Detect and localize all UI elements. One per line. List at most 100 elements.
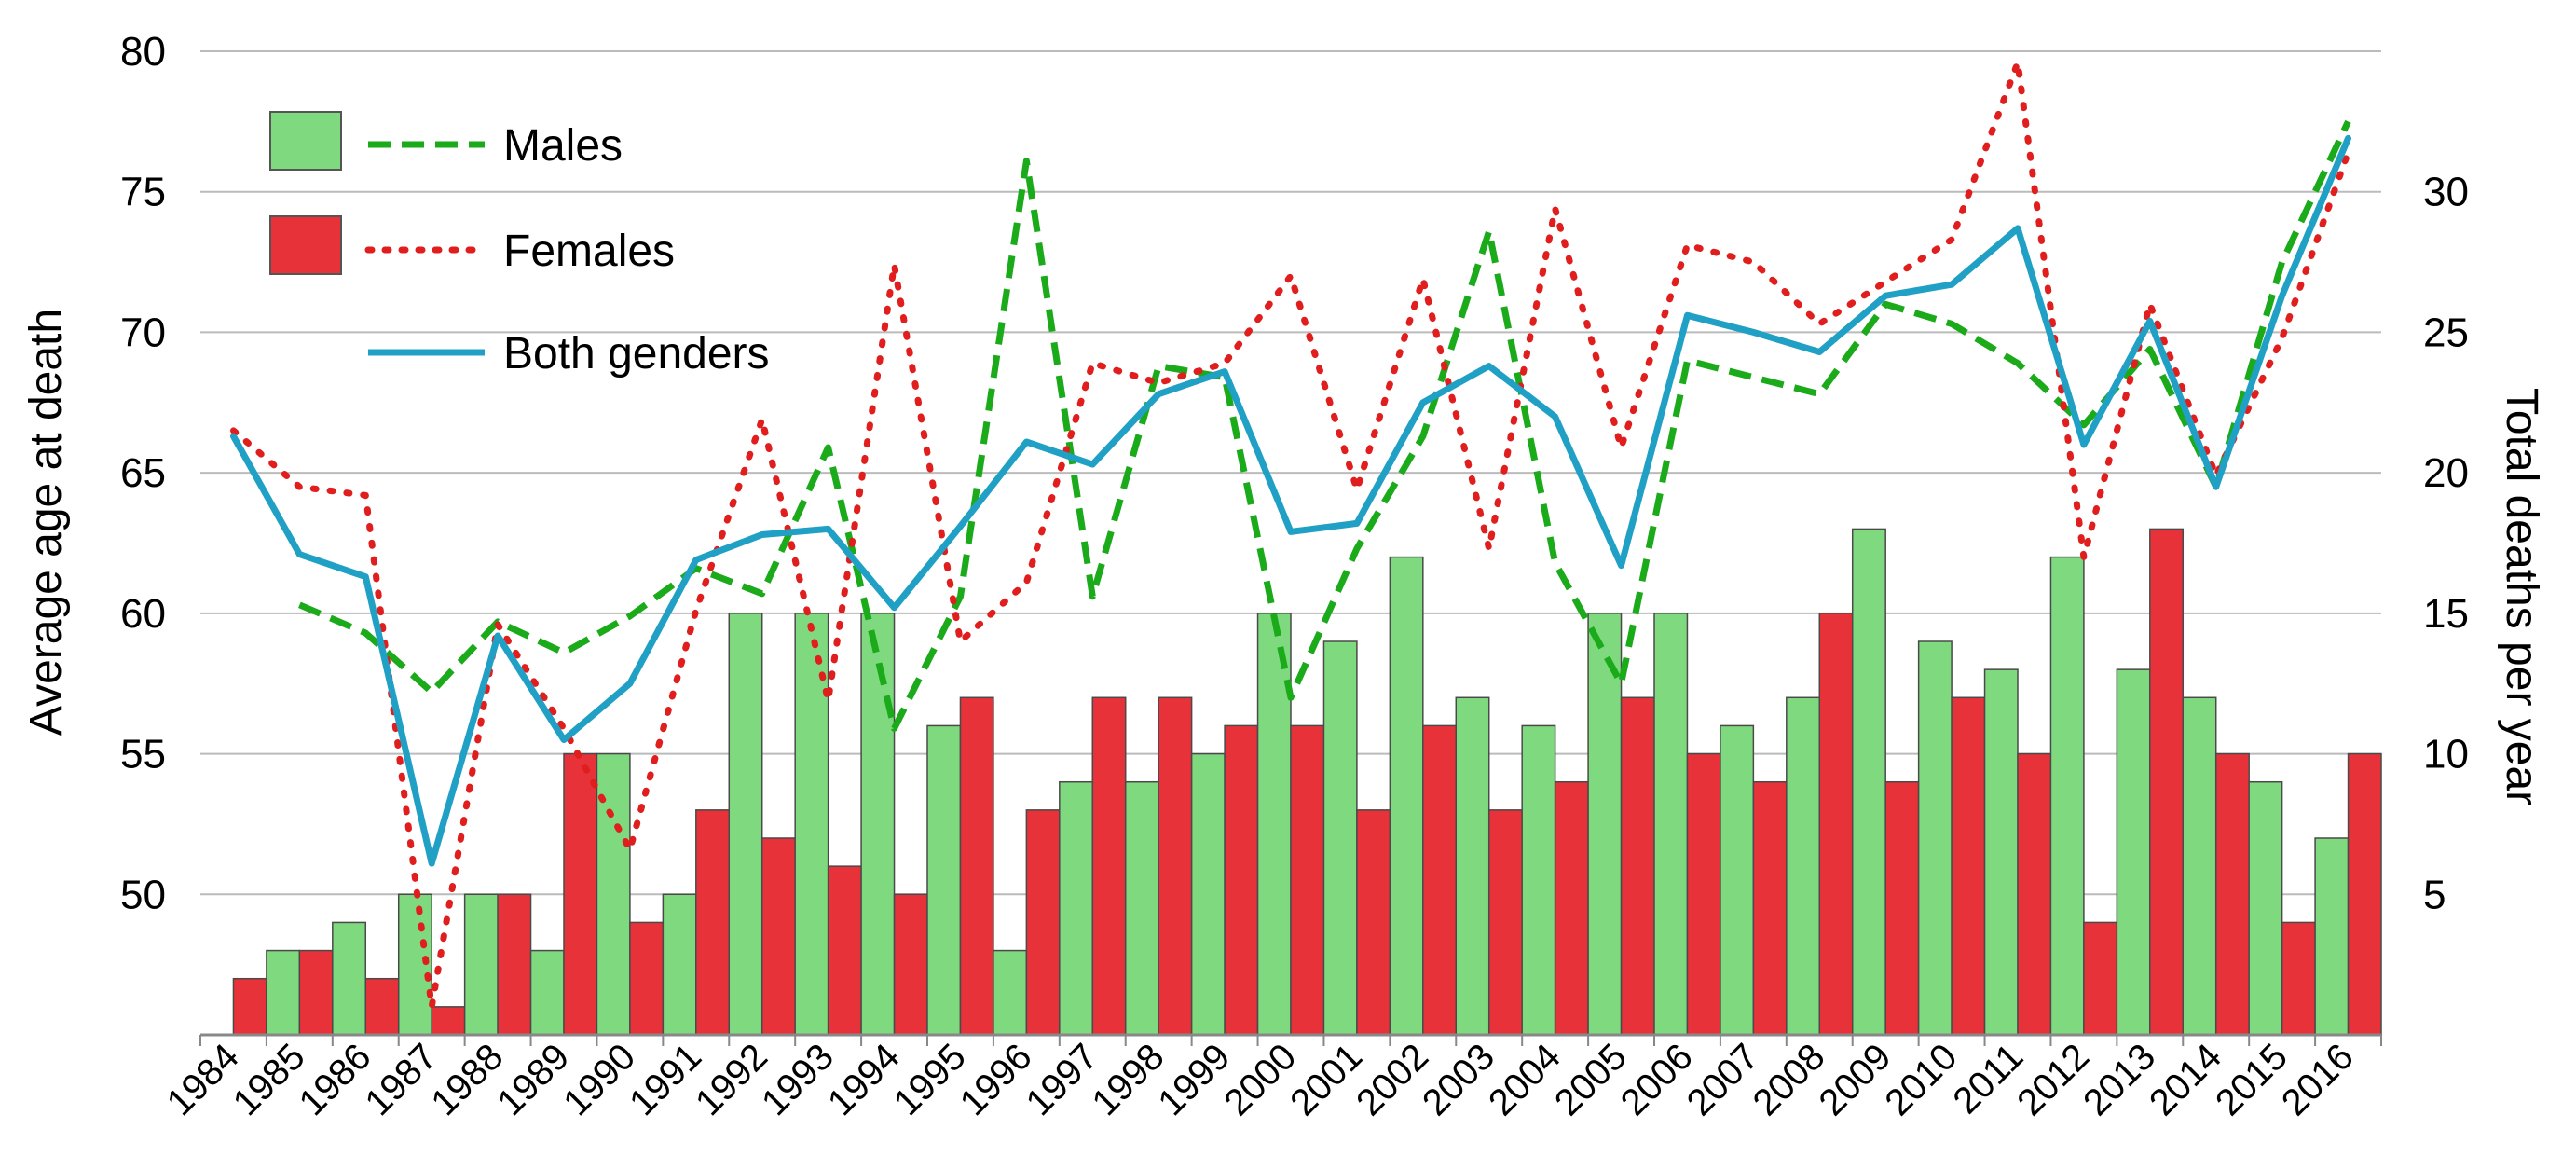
bar-males-2006 [1653, 613, 1689, 1036]
bar-females-2015 [2281, 921, 2316, 1036]
x-tick-label: 1989 [489, 1036, 577, 1123]
bar-females-1984 [232, 977, 267, 1036]
right-tick-label: 5 [2423, 872, 2446, 917]
bar-females-2003 [1487, 809, 1523, 1036]
bar-females-1997 [1091, 696, 1127, 1036]
x-tick-label: 1996 [952, 1036, 1040, 1123]
bars [232, 528, 2382, 1036]
x-tick-label: 2008 [1746, 1036, 1833, 1123]
bar-males-2003 [1455, 696, 1490, 1036]
left-tick-label: 75 [120, 170, 166, 215]
x-tick-label: 1992 [688, 1036, 775, 1123]
x-tick-label: 2011 [1945, 1036, 2031, 1122]
bar-males-2008 [1786, 696, 1821, 1036]
left-axis-title: Average age at death [21, 309, 71, 736]
legend-female-swatch [269, 215, 342, 275]
bar-females-1985 [298, 949, 334, 1036]
bar-males-1998 [1124, 780, 1159, 1036]
x-tick-label: 2004 [1481, 1036, 1569, 1123]
legend-males-label: Males [503, 121, 623, 171]
bar-males-2002 [1389, 556, 1424, 1036]
x-tick-label: 2012 [2009, 1036, 2097, 1123]
x-tick-label: 2013 [2076, 1036, 2163, 1123]
bar-males-2007 [1720, 724, 1755, 1036]
bar-females-1992 [760, 837, 796, 1036]
bar-females-1996 [1025, 809, 1061, 1036]
bar-males-1997 [1059, 780, 1094, 1036]
legend-male-swatch [269, 111, 342, 171]
x-tick-label: 2005 [1547, 1036, 1635, 1123]
bar-females-2006 [1686, 752, 1721, 1036]
bar-males-2010 [1917, 640, 1953, 1036]
bar-females-1994 [893, 893, 928, 1036]
bar-males-1996 [993, 949, 1028, 1036]
right-tick-label: 15 [2423, 591, 2469, 637]
bar-females-1993 [827, 865, 862, 1036]
bar-females-2013 [2149, 528, 2185, 1036]
bar-males-2009 [1851, 528, 1886, 1036]
line-both-genders [230, 134, 2351, 867]
bar-males-2005 [1587, 613, 1623, 1036]
bar-females-1987 [431, 1006, 466, 1036]
left-tick-label: 50 [120, 872, 166, 917]
bar-males-2000 [1256, 613, 1292, 1036]
series-lines [230, 59, 2351, 1011]
bar-males-1993 [794, 613, 829, 1036]
x-tick-label: 1988 [423, 1036, 511, 1123]
bar-males-1986 [332, 921, 367, 1036]
bar-males-2013 [2116, 668, 2151, 1036]
left-tick-label: 80 [120, 29, 166, 75]
bar-females-2010 [1951, 696, 1986, 1036]
bar-females-2016 [2347, 752, 2382, 1036]
x-tick-label: 1997 [1019, 1036, 1106, 1123]
bar-males-1989 [529, 949, 565, 1036]
x-tick-label: 1993 [754, 1036, 842, 1123]
x-tick-label: 1985 [226, 1036, 313, 1123]
right-axis-title: Total deaths per year [2497, 388, 2546, 805]
x-tick-label: 2007 [1679, 1036, 1767, 1123]
x-tick-label: 1986 [292, 1036, 379, 1123]
right-tick-label: 10 [2423, 732, 2469, 778]
bar-females-2004 [1554, 780, 1589, 1036]
bar-males-1991 [662, 893, 697, 1036]
bar-males-1995 [926, 724, 962, 1036]
x-tick-label: 2016 [2274, 1036, 2362, 1123]
x-tick-label: 1999 [1150, 1036, 1238, 1123]
right-tick-label: 30 [2423, 170, 2469, 215]
bar-males-1994 [860, 613, 896, 1036]
line-males [298, 119, 2351, 732]
legend: Males Females Both genders [269, 111, 770, 379]
bar-males-1992 [728, 613, 763, 1036]
left-tick-label: 70 [120, 310, 166, 355]
x-tick-label: 2000 [1216, 1036, 1304, 1123]
bar-females-1998 [1158, 696, 1193, 1036]
x-tick-label: 2010 [1877, 1036, 1965, 1123]
x-tick-label: 1990 [555, 1036, 643, 1123]
x-tick-label: 2014 [2142, 1036, 2229, 1123]
bar-females-1999 [1224, 724, 1259, 1036]
bar-males-1988 [463, 893, 499, 1036]
legend-both-label: Both genders [503, 329, 770, 379]
bar-males-1999 [1190, 752, 1226, 1036]
bar-females-2009 [1884, 780, 1920, 1036]
right-axis-ticks: 5 10 15 20 25 30 [2423, 170, 2469, 918]
x-tick-label: 2002 [1349, 1036, 1436, 1123]
bar-females-1995 [959, 696, 994, 1036]
x-tick-label: 2003 [1415, 1036, 1502, 1123]
bar-females-1986 [364, 977, 400, 1036]
right-tick-label: 20 [2423, 450, 2469, 496]
x-tick-label: 2015 [2208, 1036, 2295, 1123]
bar-females-2014 [2214, 752, 2250, 1036]
bar-males-2015 [2248, 780, 2283, 1036]
x-tick-label: 2001 [1282, 1036, 1370, 1123]
bar-males-1985 [266, 949, 301, 1036]
bar-females-1989 [563, 752, 598, 1036]
left-tick-label: 60 [120, 591, 166, 637]
x-tick-label: 2009 [1812, 1036, 1899, 1123]
line-females [230, 59, 2351, 1011]
bar-males-2004 [1521, 724, 1556, 1036]
x-tick-label: 1994 [820, 1036, 908, 1123]
bar-males-2001 [1322, 640, 1358, 1036]
bar-females-2011 [2017, 752, 2052, 1036]
